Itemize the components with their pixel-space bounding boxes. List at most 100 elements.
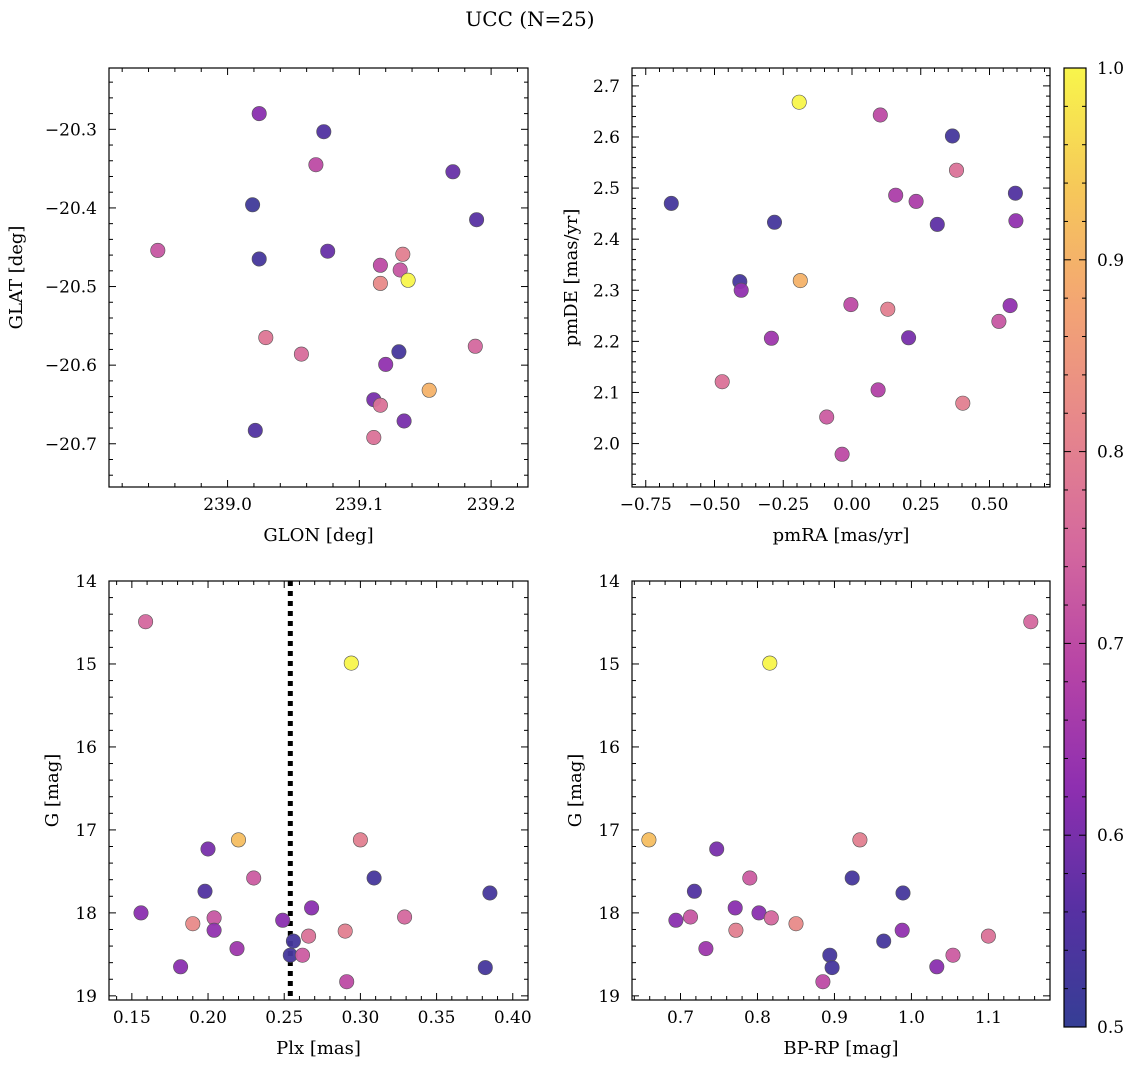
y-tick-label: 18 bbox=[75, 904, 97, 924]
data-point bbox=[372, 397, 388, 413]
data-point bbox=[395, 246, 411, 262]
data-point bbox=[400, 272, 416, 288]
data-point bbox=[843, 297, 859, 313]
x-axis-label: BP-RP [mag] bbox=[783, 1038, 898, 1059]
data-point bbox=[308, 157, 324, 173]
x-axis-label: pmRA [mas/yr] bbox=[773, 525, 910, 546]
data-point bbox=[727, 900, 743, 916]
colorbar-fill bbox=[1064, 68, 1086, 1027]
y-tick-label: 2.4 bbox=[593, 230, 620, 250]
data-point bbox=[929, 216, 945, 232]
data-point bbox=[366, 870, 382, 886]
y-tick-label: 19 bbox=[75, 987, 97, 1007]
data-point bbox=[150, 242, 166, 258]
x-tick-label: −0.75 bbox=[620, 495, 672, 515]
data-point bbox=[245, 197, 261, 213]
y-tick-label: −20.6 bbox=[45, 356, 97, 376]
data-point bbox=[944, 128, 960, 144]
y-tick-label: 17 bbox=[598, 821, 620, 841]
axes-frame bbox=[108, 67, 529, 488]
data-point bbox=[880, 301, 896, 317]
data-point bbox=[339, 974, 355, 990]
x-tick-label: 0.40 bbox=[494, 1008, 532, 1028]
y-tick-label: 2.5 bbox=[593, 179, 620, 199]
y-tick-label: −20.4 bbox=[45, 199, 97, 219]
y-tick-label: 2.6 bbox=[593, 128, 620, 148]
data-point bbox=[392, 262, 408, 278]
data-point bbox=[397, 909, 413, 925]
colorbar-tick-label: 1.0 bbox=[1097, 59, 1124, 79]
y-tick-label: 2.3 bbox=[593, 281, 620, 301]
colorbar-tick-label: 0.8 bbox=[1097, 443, 1124, 463]
data-point bbox=[316, 124, 332, 140]
y-tick-label: −20.5 bbox=[45, 278, 97, 298]
data-point bbox=[378, 356, 394, 372]
data-point bbox=[834, 446, 850, 462]
x-tick-label: 239.0 bbox=[203, 495, 252, 515]
y-tick-label: 2.0 bbox=[593, 435, 620, 455]
data-point bbox=[945, 947, 961, 963]
data-point bbox=[852, 832, 868, 848]
y-axis-label: GLAT [deg] bbox=[6, 226, 27, 330]
data-point bbox=[714, 374, 730, 390]
x-tick-label: −0.50 bbox=[688, 495, 740, 515]
colorbar: 0.5 0.6 0.7 0.8 0.9 1.0 bbox=[1063, 59, 1124, 1038]
data-point bbox=[258, 330, 274, 346]
y-tick-label: 2.7 bbox=[593, 77, 620, 97]
x-tick-label: 0.25 bbox=[265, 1008, 303, 1028]
y-tick-label: 16 bbox=[598, 738, 620, 758]
data-point bbox=[763, 910, 779, 926]
data-point bbox=[766, 214, 782, 230]
panel-plx-g: 0.15 0.20 0.25 0.30 0.35 0.40 14 15 16 17 18 19 Plx … bbox=[42, 572, 532, 1059]
data-point bbox=[733, 282, 749, 298]
data-point bbox=[467, 338, 483, 354]
data-point bbox=[173, 959, 189, 975]
data-point bbox=[844, 870, 860, 886]
data-point bbox=[469, 212, 485, 228]
axes-frame bbox=[631, 580, 1051, 1001]
x-tick-label: 0.20 bbox=[189, 1008, 227, 1028]
data-point bbox=[197, 883, 213, 899]
x-tick-label: 0.35 bbox=[418, 1008, 456, 1028]
y-axis-label: G [mag] bbox=[565, 754, 586, 827]
data-point bbox=[709, 841, 725, 857]
data-point bbox=[206, 922, 222, 938]
data-point bbox=[895, 885, 911, 901]
data-point bbox=[955, 395, 971, 411]
x-tick-label: 0.00 bbox=[833, 495, 871, 515]
data-point bbox=[185, 916, 201, 932]
data-point bbox=[742, 870, 758, 886]
data-point bbox=[929, 959, 945, 975]
data-point bbox=[366, 429, 382, 445]
data-point bbox=[870, 382, 886, 398]
x-tick-label: 0.15 bbox=[113, 1008, 151, 1028]
data-point bbox=[901, 330, 917, 346]
data-point bbox=[477, 960, 493, 976]
data-point bbox=[1023, 614, 1039, 630]
colorbar-frame bbox=[1063, 67, 1087, 1028]
figure-title: UCC (N=25) bbox=[465, 7, 594, 31]
y-axis-label: pmDE [mas/yr] bbox=[561, 209, 582, 347]
panels: 239.0 239.1 239.2 −20.3 −20.4 −20.5 −20.6 −20.7… bbox=[6, 67, 1051, 1059]
data-point bbox=[872, 107, 888, 123]
data-point bbox=[763, 330, 779, 346]
data-point bbox=[247, 422, 263, 438]
x-tick-label: 0.50 bbox=[971, 495, 1009, 515]
data-point bbox=[698, 941, 714, 957]
x-tick-label: 1.0 bbox=[898, 1008, 925, 1028]
y-tick-label: 15 bbox=[598, 655, 620, 675]
data-point bbox=[246, 870, 262, 886]
y-tick-label: 15 bbox=[75, 655, 97, 675]
data-point bbox=[445, 164, 461, 180]
axes-frame bbox=[108, 580, 529, 1001]
x-tick-label: 239.2 bbox=[467, 495, 516, 515]
data-point bbox=[668, 912, 684, 928]
data-point bbox=[641, 832, 657, 848]
colorbar-tick-label: 0.9 bbox=[1097, 251, 1124, 271]
data-point bbox=[231, 832, 247, 848]
data-point bbox=[888, 187, 904, 203]
y-tick-label: 16 bbox=[75, 738, 97, 758]
data-point bbox=[1008, 213, 1024, 229]
colorbar-tick-label: 0.7 bbox=[1097, 634, 1124, 654]
